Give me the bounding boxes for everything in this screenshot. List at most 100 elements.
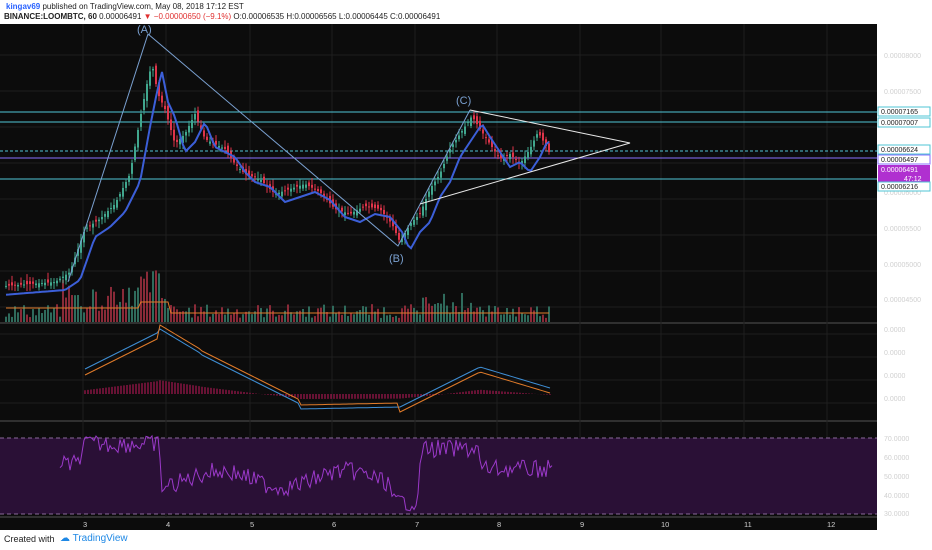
volume-bar — [293, 314, 295, 322]
candle-body — [446, 156, 448, 161]
candle-body — [107, 211, 109, 218]
price-tick: 0.00007500 — [884, 89, 921, 96]
volume-bar — [164, 298, 166, 322]
volume-bar — [464, 310, 466, 322]
rsi-tick: 30.0000 — [884, 511, 909, 518]
candle-body — [179, 139, 181, 145]
macd-hist-bar — [399, 394, 401, 399]
volume-bar — [329, 316, 331, 322]
volume-bar — [65, 297, 67, 322]
candle-body — [263, 176, 265, 183]
macd-hist-bar — [387, 394, 389, 399]
macd-hist-bar — [288, 394, 290, 397]
candle-body — [26, 280, 28, 285]
volume-bar — [521, 312, 523, 322]
macd-hist-bar — [87, 389, 89, 394]
candle-body — [422, 206, 424, 216]
volume-bar — [254, 311, 256, 322]
candle-body — [452, 144, 454, 147]
macd-hist-bar — [219, 389, 221, 394]
candle-body — [374, 204, 376, 208]
time-tick: 12 — [827, 520, 835, 529]
volume-bar — [131, 305, 133, 322]
tradingview-logo[interactable]: ☁ TradingView — [60, 533, 128, 544]
triangle-pattern[interactable] — [419, 109, 631, 205]
candle-body — [251, 174, 253, 177]
macd-hist-bar — [189, 384, 191, 394]
macd-hist-bar — [369, 394, 371, 399]
candle-body — [530, 146, 532, 155]
candle-body — [248, 170, 250, 176]
volume-bar — [56, 304, 58, 322]
volume-bar — [389, 314, 391, 322]
macd-hist-bar — [156, 381, 158, 394]
macd-hist-bar — [312, 394, 314, 399]
volume-bar — [86, 308, 88, 322]
candle-body — [380, 207, 382, 211]
volume-bar — [449, 312, 451, 322]
volume-bar — [53, 307, 55, 322]
volume-bar — [212, 313, 214, 322]
macd-hist-bar — [135, 383, 137, 394]
price-tag-d — [877, 154, 931, 165]
macd-hist-bar — [501, 391, 503, 394]
macd-hist-bar — [285, 394, 287, 397]
candle-body — [398, 232, 400, 240]
macd-hist-bar — [180, 383, 182, 394]
volume-bar — [485, 316, 487, 322]
macd-hist-bar — [204, 387, 206, 394]
volume-bar — [299, 310, 301, 322]
volume-bar — [224, 314, 226, 322]
macd-hist-bar — [270, 394, 272, 396]
macd-hist-bar — [354, 394, 356, 399]
abc-wave-line[interactable] — [67, 33, 471, 283]
macd-hist-bar — [144, 382, 146, 394]
volume-bar — [509, 314, 511, 322]
macd-hist-bar — [243, 392, 245, 394]
volume-bar — [161, 297, 163, 322]
macd-hist-bar — [480, 389, 482, 394]
macd-line — [84, 328, 551, 410]
volume-bar — [548, 306, 550, 322]
candle-body — [458, 135, 460, 140]
macd-hist-bar — [492, 390, 494, 394]
time-axis[interactable]: 3 4 5 6 7 8 9 10 11 12 — [83, 520, 835, 529]
candle-body — [320, 189, 322, 194]
candle-body — [62, 276, 64, 278]
macd-hist-bar — [426, 394, 428, 396]
volume-bar — [41, 313, 43, 322]
candle-body — [176, 139, 178, 142]
candle-body — [443, 164, 445, 169]
candle-body — [20, 282, 22, 285]
candle-body — [122, 188, 124, 197]
chart-area[interactable]: (A) (B) (C) 0.00008000 0.00007500 0.0000… — [0, 24, 932, 530]
rsi-tick: 40.0000 — [884, 493, 909, 500]
volume-bar — [518, 307, 520, 322]
candle-body — [485, 137, 487, 139]
candle-body — [365, 203, 367, 207]
macd-hist-bar — [498, 391, 500, 394]
candle-body — [236, 164, 238, 166]
volume-bar — [251, 314, 253, 322]
price-tag-a — [877, 106, 931, 117]
macd-hist-bar — [525, 393, 527, 394]
volume-bar — [491, 311, 493, 322]
candle-body — [353, 211, 355, 215]
macd-hist-bar — [120, 385, 122, 394]
macd-hist-bar — [105, 387, 107, 394]
author-link[interactable]: kingav69 — [6, 2, 41, 11]
candle-body — [407, 227, 409, 236]
countdown-text: 47:12 — [904, 176, 922, 183]
candle-body — [311, 184, 313, 188]
moving-average-line — [5, 71, 550, 296]
candle-body — [509, 154, 511, 160]
volume-bar — [80, 306, 82, 322]
volume-bar — [533, 310, 535, 322]
candle-body — [539, 132, 541, 136]
candle-body — [515, 159, 517, 161]
macd-hist-bar — [357, 394, 359, 399]
candle-body — [464, 126, 466, 134]
macd-hist-bar — [186, 384, 188, 394]
price-tick: 0.00004500 — [884, 297, 921, 304]
candle-body — [5, 285, 7, 287]
